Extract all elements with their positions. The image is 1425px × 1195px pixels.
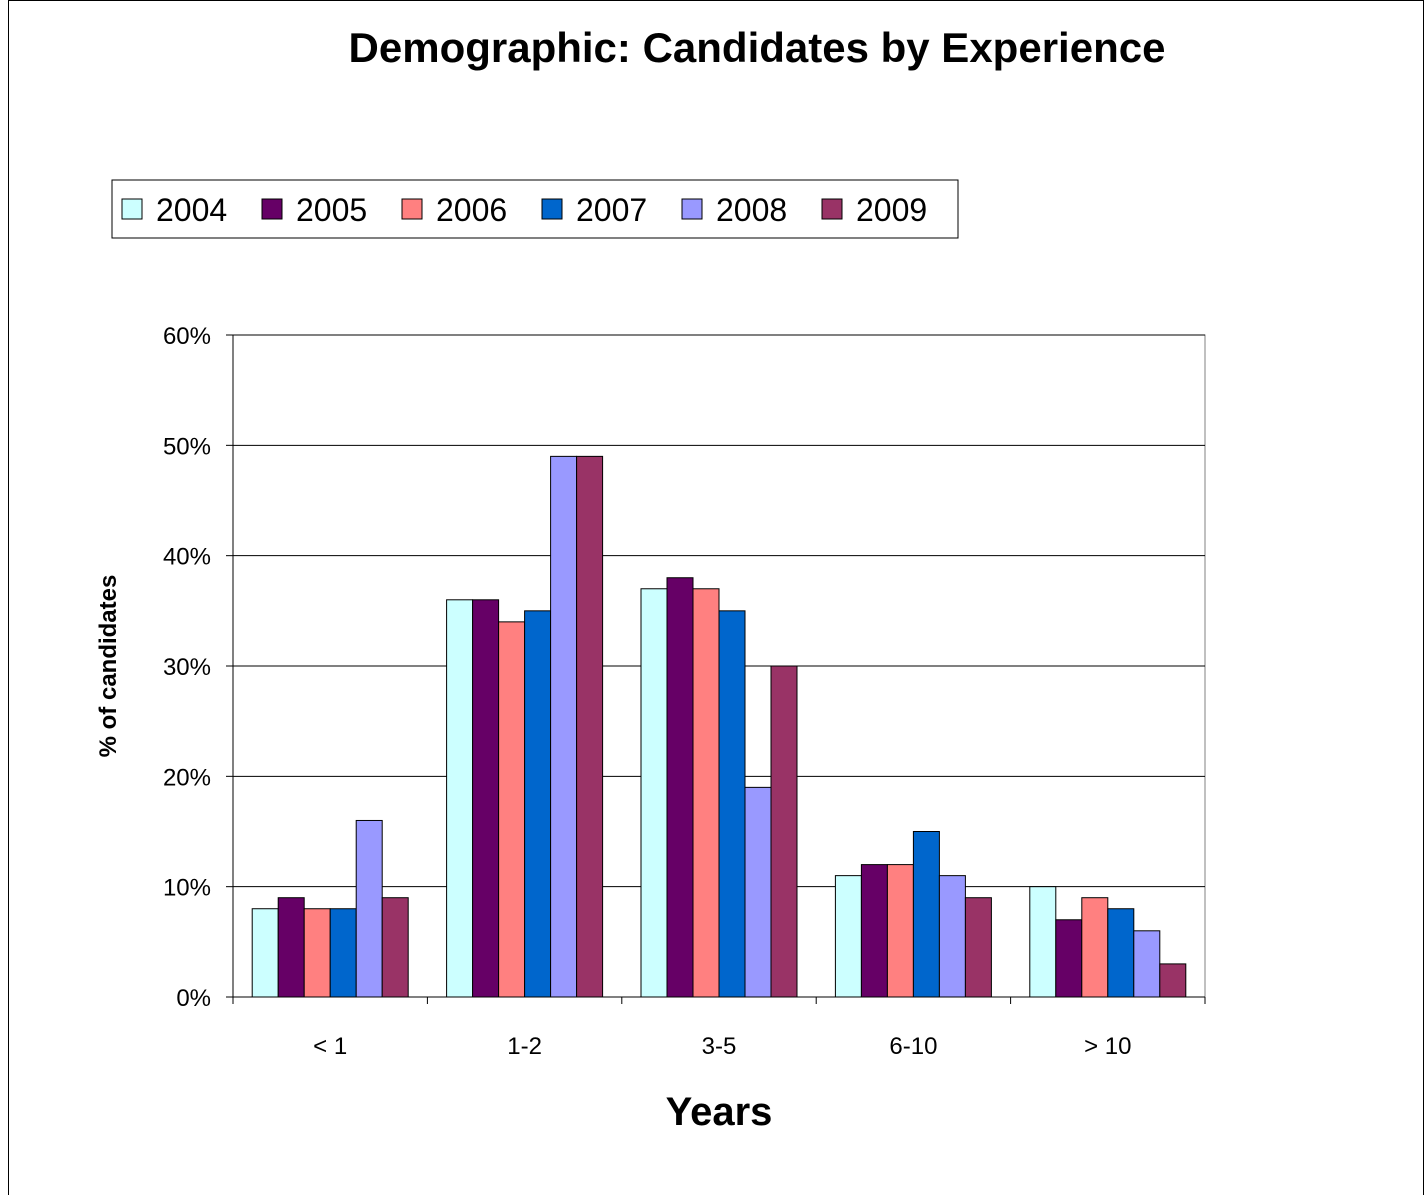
bar-2005-2: [666, 577, 694, 998]
legend-swatch-2004: [121, 198, 143, 220]
bar-2009-0: [381, 897, 409, 998]
x-tick-labels: < 1 1-2 3-5 6-10 > 10: [313, 1033, 1131, 1060]
bar-2007-3: [912, 831, 940, 998]
bar-2004-0: [251, 908, 279, 998]
legend-swatch-2009: [821, 198, 843, 220]
legend-label-2004: 2004: [156, 192, 227, 228]
bar-2009-3: [964, 897, 992, 998]
bar-2006-2: [692, 588, 720, 998]
bar-2009-2: [770, 665, 798, 998]
y-tick-label: 10%: [163, 875, 211, 902]
x-tick-label: 3-5: [702, 1033, 737, 1060]
bars: [251, 455, 1187, 998]
legend-swatch-2008: [681, 198, 703, 220]
bar-2004-4: [1029, 886, 1057, 998]
bar-2005-0: [277, 897, 305, 998]
bar-2006-3: [886, 864, 914, 998]
bar-2007-0: [329, 908, 357, 998]
y-axis-label: % of candidates: [95, 575, 122, 758]
bar-2008-3: [938, 875, 966, 998]
bar-2009-4: [1159, 963, 1187, 998]
chart-frame: [8, 0, 1424, 1195]
plot-area: 0% 10% 20% 30% 40% 50% 60% < 1 1-2 3-5 6-10 > 10: [163, 323, 1206, 1060]
y-tick-label: 20%: [163, 764, 211, 791]
legend-box: [111, 179, 959, 239]
bar-2008-1: [550, 455, 578, 998]
legend-label-2005: 2005: [296, 192, 367, 228]
x-tick-label: < 1: [313, 1033, 347, 1060]
bar-2009-1: [576, 455, 604, 998]
legend-label-2006: 2006: [436, 192, 507, 228]
x-tick-label: > 10: [1084, 1033, 1131, 1060]
x-axis-label: Years: [666, 1090, 773, 1134]
bar-2008-2: [744, 786, 772, 998]
bar-2007-4: [1107, 908, 1135, 998]
legend-label-2007: 2007: [576, 192, 647, 228]
y-tick-label: 0%: [176, 985, 211, 1012]
bar-2005-3: [860, 864, 888, 998]
chart-title: Demographic: Candidates by Experience: [349, 24, 1166, 71]
legend-swatch-2006: [401, 198, 423, 220]
axes: [226, 334, 1206, 1004]
x-tick-label: 1-2: [507, 1033, 542, 1060]
legend-label-2008: 2008: [716, 192, 787, 228]
bar-2006-1: [498, 621, 526, 998]
bar-2005-4: [1055, 919, 1083, 998]
bar-2008-0: [355, 819, 383, 998]
y-tick-label: 60%: [163, 323, 211, 350]
legend-swatch-2005: [261, 198, 283, 220]
bar-2006-4: [1081, 897, 1109, 998]
bar-2007-2: [718, 610, 746, 998]
legend-label-2009: 2009: [856, 192, 927, 228]
bar-2005-1: [472, 599, 500, 998]
bar-2007-1: [524, 610, 552, 998]
y-tick-labels: 0% 10% 20% 30% 40% 50% 60%: [163, 323, 211, 1012]
legend-swatch-2007: [541, 198, 563, 220]
bar-2004-2: [640, 588, 668, 998]
bar-2008-4: [1133, 930, 1161, 998]
x-tick-label: 6-10: [889, 1033, 937, 1060]
y-tick-label: 40%: [163, 544, 211, 571]
bar-2004-3: [834, 875, 862, 998]
bar-2006-0: [303, 908, 331, 998]
y-tick-label: 30%: [163, 654, 211, 681]
y-tick-label: 50%: [163, 433, 211, 460]
bar-2004-1: [446, 599, 474, 998]
legend: 2004 2005 2006 2007 2008 2009: [111, 179, 959, 239]
